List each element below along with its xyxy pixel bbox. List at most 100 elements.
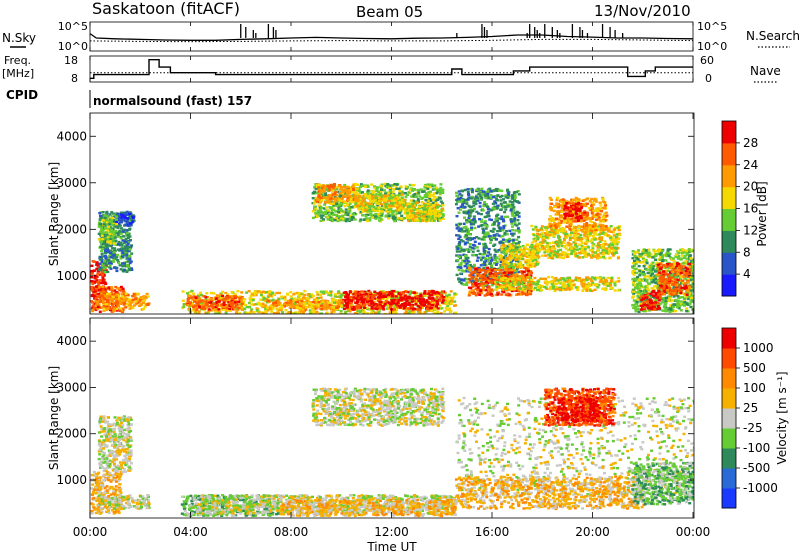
power-cell [118, 231, 122, 234]
power-cell [422, 219, 426, 222]
power-cell [399, 210, 403, 213]
power-cell [134, 301, 138, 305]
power-cell [101, 288, 105, 292]
power-cell [364, 203, 368, 206]
power-cell [121, 310, 125, 314]
power-cell [483, 201, 487, 204]
power-cell [90, 287, 94, 291]
power-cell [299, 312, 303, 314]
power-cell [483, 252, 487, 256]
power-cell [387, 191, 391, 194]
power-cell [347, 301, 350, 304]
power-cell [290, 305, 294, 308]
power-cell [420, 204, 424, 208]
power-cell [102, 309, 106, 312]
power-cell [502, 226, 506, 230]
power-cell [354, 295, 358, 298]
power-cell [425, 218, 429, 222]
power-cell [344, 311, 348, 314]
power-cell [317, 301, 321, 304]
power-cell [467, 264, 470, 267]
power-cell [494, 202, 498, 205]
power-cell [128, 211, 132, 214]
power-cell [432, 206, 436, 210]
power-cell [279, 308, 283, 311]
power-cell [333, 195, 337, 198]
power-scatter-region [314, 183, 357, 204]
power-cell [371, 295, 375, 298]
power-cell [432, 219, 436, 222]
power-scatter-region [97, 215, 119, 246]
power-cell [303, 309, 307, 313]
power-cell [374, 291, 378, 295]
power-cell [472, 247, 476, 250]
power-cell [470, 228, 473, 231]
power-cell [324, 195, 328, 198]
power-cell [266, 309, 270, 312]
power-cell [317, 188, 321, 192]
power-cell [429, 210, 433, 213]
power-cell [111, 247, 115, 250]
power-cell [515, 224, 519, 227]
power-cell [91, 309, 94, 313]
power-cell [356, 300, 359, 303]
power-cell [419, 219, 423, 223]
power-cell [476, 256, 480, 259]
power-cell [526, 272, 530, 275]
power-cell [350, 206, 354, 209]
power-cell [136, 301, 140, 304]
power-cell [117, 215, 121, 218]
power-cell [510, 200, 514, 204]
power-cell [380, 188, 383, 191]
power-cell [465, 281, 469, 284]
power-cell [247, 301, 251, 305]
power-cell [339, 310, 343, 313]
power-cell [357, 189, 361, 192]
power-cell [475, 210, 479, 214]
power-cell [488, 218, 492, 221]
power-cell [108, 295, 112, 298]
power-cell [463, 206, 467, 209]
power-cell [119, 249, 123, 252]
power-cell [380, 194, 384, 197]
power-cell [101, 276, 105, 279]
power-cell [342, 194, 346, 198]
power-cell [109, 242, 113, 245]
power-cell [430, 207, 434, 211]
power-cell [360, 206, 364, 209]
power-cell [369, 292, 373, 296]
power-cell [363, 197, 366, 200]
power-cell [393, 214, 397, 218]
power-cell [373, 300, 377, 304]
power-cell [187, 307, 191, 311]
power-cell [297, 301, 301, 304]
power-cell [321, 305, 325, 308]
power-cell [426, 199, 430, 202]
power-cell [359, 218, 363, 221]
power-cell [220, 308, 224, 311]
power-cell [107, 235, 111, 238]
power-cell [359, 204, 363, 207]
power-cell [483, 260, 487, 264]
power-cell [363, 303, 367, 307]
power-cell [123, 262, 126, 265]
power-cell [230, 301, 234, 305]
power-cell [92, 269, 96, 272]
power-cell [119, 218, 123, 222]
power-cell [409, 290, 412, 293]
power-cell [105, 295, 109, 298]
power-cell [364, 297, 368, 300]
power-cell [484, 227, 488, 230]
power-cell [113, 247, 117, 250]
power-cell [431, 299, 434, 303]
power-cell [433, 308, 437, 311]
power-cell [344, 219, 348, 223]
power-cell [324, 211, 328, 215]
power-cell [517, 270, 521, 274]
power-cell [416, 211, 420, 215]
power-cell [366, 312, 369, 314]
power-cell [327, 198, 331, 201]
power-cell [115, 307, 119, 311]
power-cell [261, 302, 265, 305]
power-cell [411, 211, 415, 215]
